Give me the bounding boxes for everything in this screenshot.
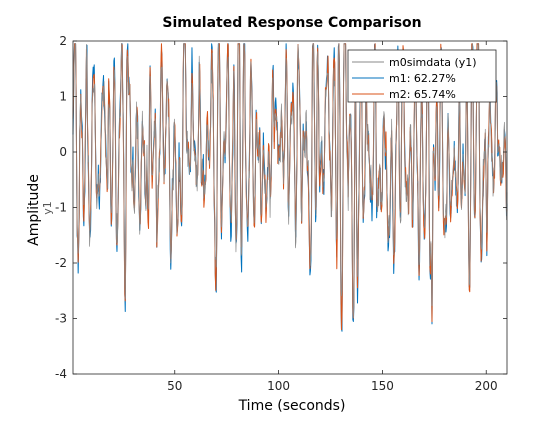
x-tick-label: 100 <box>267 379 290 393</box>
chart-title: Simulated Response Comparison <box>162 15 421 31</box>
y-tick-label: -2 <box>55 256 67 270</box>
legend-label-m1: m1: 62.27% <box>389 72 456 85</box>
legend-label-data: m0simdata (y1) <box>389 56 477 69</box>
legend: m0simdata (y1) m1: 62.27% m2: 65.74% <box>347 49 497 103</box>
legend-label-m2: m2: 65.74% <box>389 88 456 101</box>
y-axis-label: Amplitude <box>26 174 42 246</box>
ticks-layer: 50 100 150 200 -4 -3 -2 -1 0 1 2 <box>55 34 507 393</box>
y-tick-label: 1 <box>59 90 67 104</box>
y-channel-label: y1 <box>41 201 54 215</box>
x-axis-label: Time (seconds) <box>238 398 346 414</box>
x-tick-label: 50 <box>167 379 182 393</box>
y-tick-label: 0 <box>59 145 67 159</box>
y-tick-label: -4 <box>55 367 67 381</box>
y-tick-label: -3 <box>55 312 67 326</box>
series-line-data <box>72 43 508 319</box>
series-layer <box>72 43 508 332</box>
x-tick-label: 200 <box>475 379 498 393</box>
x-tick-label: 150 <box>371 379 394 393</box>
y-tick-label: 2 <box>59 34 67 48</box>
y-tick-label: -1 <box>55 201 67 215</box>
legend-box <box>347 49 497 103</box>
